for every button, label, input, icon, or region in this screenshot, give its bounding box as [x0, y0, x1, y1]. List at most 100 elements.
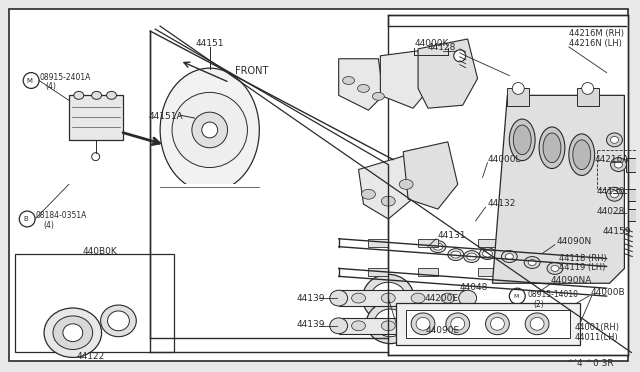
Ellipse shape — [330, 290, 348, 306]
Ellipse shape — [411, 293, 425, 303]
Bar — [369, 239, 388, 247]
Ellipse shape — [611, 191, 618, 198]
Polygon shape — [380, 51, 428, 108]
Circle shape — [19, 211, 35, 227]
Text: 44011(LH): 44011(LH) — [575, 333, 618, 342]
Ellipse shape — [362, 189, 376, 199]
Text: 44118 (RH): 44118 (RH) — [559, 254, 607, 263]
Bar — [508, 89, 529, 106]
Bar — [537, 269, 557, 276]
Ellipse shape — [430, 241, 446, 253]
Ellipse shape — [411, 313, 435, 335]
Ellipse shape — [106, 92, 116, 99]
Text: 44048: 44048 — [460, 283, 488, 292]
Text: 440B0K: 440B0K — [83, 247, 118, 256]
Ellipse shape — [351, 293, 365, 303]
Text: 44130: 44130 — [596, 187, 625, 196]
Ellipse shape — [380, 290, 397, 306]
Bar — [369, 269, 388, 276]
Ellipse shape — [569, 134, 595, 176]
Ellipse shape — [44, 308, 102, 357]
Text: (4): (4) — [43, 221, 54, 230]
Ellipse shape — [399, 179, 413, 189]
Text: FRONT: FRONT — [234, 66, 268, 76]
Ellipse shape — [483, 250, 492, 257]
Text: 44159: 44159 — [603, 227, 631, 236]
Ellipse shape — [74, 92, 84, 99]
Ellipse shape — [501, 251, 517, 263]
Bar — [628, 189, 640, 201]
Ellipse shape — [530, 317, 544, 330]
Ellipse shape — [371, 282, 406, 314]
Ellipse shape — [411, 321, 425, 331]
Text: 44216M (RH): 44216M (RH) — [569, 29, 624, 38]
Text: 44000K: 44000K — [414, 39, 449, 48]
Ellipse shape — [433, 243, 443, 250]
Text: 44090NA: 44090NA — [551, 276, 593, 285]
Bar — [155, 185, 264, 214]
Ellipse shape — [513, 125, 531, 155]
Ellipse shape — [358, 84, 369, 92]
Ellipse shape — [451, 251, 461, 258]
Text: 44000B: 44000B — [591, 288, 625, 297]
Text: M: M — [26, 77, 32, 83]
Text: 44128: 44128 — [428, 43, 456, 52]
Text: 44090E: 44090E — [426, 326, 460, 335]
Bar — [418, 239, 438, 247]
Bar — [627, 158, 640, 171]
Bar — [396, 303, 580, 344]
Text: 44090N: 44090N — [557, 237, 592, 246]
Ellipse shape — [509, 119, 535, 161]
Text: 44028: 44028 — [596, 207, 625, 216]
Polygon shape — [339, 59, 383, 110]
Circle shape — [512, 83, 524, 94]
Text: ^'4 ^0 3R: ^'4 ^0 3R — [567, 359, 614, 368]
Polygon shape — [403, 142, 458, 209]
Ellipse shape — [381, 196, 396, 206]
Ellipse shape — [448, 248, 464, 260]
Ellipse shape — [573, 140, 591, 170]
Bar — [418, 269, 438, 276]
Ellipse shape — [539, 127, 565, 169]
Ellipse shape — [524, 257, 540, 269]
Ellipse shape — [551, 266, 559, 272]
Ellipse shape — [611, 137, 618, 143]
Circle shape — [582, 83, 594, 94]
Text: 44151A: 44151A — [148, 112, 183, 121]
Text: 44139: 44139 — [297, 320, 326, 329]
Ellipse shape — [506, 254, 513, 260]
Ellipse shape — [63, 324, 83, 341]
Ellipse shape — [479, 248, 495, 260]
Bar — [15, 254, 174, 353]
Ellipse shape — [372, 92, 385, 100]
Text: 44151: 44151 — [196, 39, 225, 48]
Ellipse shape — [607, 187, 623, 201]
Circle shape — [454, 50, 466, 62]
Text: 08915-14010: 08915-14010 — [527, 290, 578, 299]
Ellipse shape — [451, 317, 465, 330]
Text: 08184-0351A: 08184-0351A — [35, 211, 86, 220]
Ellipse shape — [490, 317, 504, 330]
Bar — [388, 15, 628, 356]
Text: 44122: 44122 — [77, 352, 105, 360]
Text: M: M — [513, 294, 519, 299]
Text: 44139: 44139 — [297, 294, 326, 303]
Ellipse shape — [416, 317, 430, 330]
Ellipse shape — [160, 68, 259, 192]
Ellipse shape — [459, 290, 477, 306]
Ellipse shape — [614, 161, 623, 168]
Ellipse shape — [543, 133, 561, 163]
Ellipse shape — [607, 133, 623, 147]
Bar — [406, 310, 570, 338]
Circle shape — [509, 288, 525, 304]
Text: 44000L: 44000L — [488, 155, 521, 164]
Ellipse shape — [486, 313, 509, 335]
Ellipse shape — [381, 293, 396, 303]
Ellipse shape — [342, 77, 355, 84]
Polygon shape — [492, 95, 625, 283]
Bar — [477, 239, 497, 247]
Bar — [537, 239, 557, 247]
Text: 44132: 44132 — [488, 199, 516, 208]
Polygon shape — [358, 155, 418, 219]
Text: 44200E: 44200E — [425, 294, 459, 303]
